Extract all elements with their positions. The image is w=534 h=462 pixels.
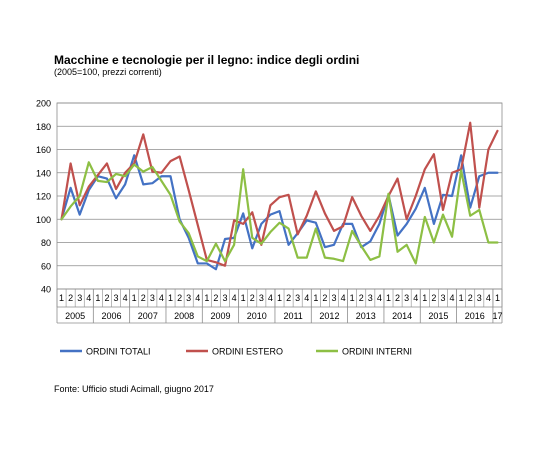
- year-label: 2010: [247, 311, 267, 321]
- y-tick-label: 160: [36, 145, 51, 155]
- series-line: [60, 154, 499, 271]
- quarter-label: 4: [159, 293, 164, 303]
- year-label: 2013: [356, 311, 376, 321]
- quarter-label: 3: [77, 293, 82, 303]
- quarter-label: 2: [68, 293, 73, 303]
- quarter-label: 3: [331, 293, 336, 303]
- quarter-label: 2: [468, 293, 473, 303]
- quarter-label: 1: [422, 293, 427, 303]
- legend-label: ORDINI INTERNI: [342, 347, 412, 357]
- quarter-label: 1: [459, 293, 464, 303]
- chart-title: Macchine e tecnologie per il legno: indi…: [54, 53, 360, 67]
- quarter-label: 4: [413, 293, 418, 303]
- year-label: 2014: [392, 311, 412, 321]
- quarter-label: 2: [250, 293, 255, 303]
- year-label: 2007: [138, 311, 158, 321]
- plot-area: [56, 102, 503, 290]
- quarter-label: 1: [95, 293, 100, 303]
- quarter-label: 4: [195, 293, 200, 303]
- quarter-label: 2: [322, 293, 327, 303]
- quarter-label: 2: [431, 293, 436, 303]
- series-line: [60, 161, 499, 265]
- quarter-label: 2: [359, 293, 364, 303]
- quarter-label: 1: [132, 293, 137, 303]
- quarter-label: 2: [141, 293, 146, 303]
- legend-label: ORDINI ESTERO: [212, 347, 283, 357]
- quarter-label: 4: [486, 293, 491, 303]
- quarter-label: 4: [341, 293, 346, 303]
- quarter-label: 2: [213, 293, 218, 303]
- y-tick-label: 100: [36, 215, 51, 225]
- quarter-label: 3: [477, 293, 482, 303]
- y-tick-label: 40: [41, 285, 51, 295]
- year-label: 2009: [210, 311, 230, 321]
- quarter-label: 3: [368, 293, 373, 303]
- year-label: 2015: [428, 311, 448, 321]
- y-tick-label: 180: [36, 122, 51, 132]
- quarter-label: 4: [377, 293, 382, 303]
- quarter-label: 4: [450, 293, 455, 303]
- quarter-label: 3: [223, 293, 228, 303]
- quarter-label: 1: [313, 293, 318, 303]
- legend-label: ORDINI TOTALI: [86, 347, 151, 357]
- year-label: 17: [492, 311, 502, 321]
- chart-source: Fonte: Ufficio studi Acimall, giugno 201…: [54, 384, 214, 394]
- quarter-label: 3: [404, 293, 409, 303]
- y-tick-label: 60: [41, 261, 51, 271]
- y-tick-label: 140: [36, 168, 51, 178]
- year-label: 2006: [101, 311, 121, 321]
- year-label: 2016: [465, 311, 485, 321]
- quarter-label: 1: [350, 293, 355, 303]
- quarter-label: 1: [277, 293, 282, 303]
- y-tick-label: 120: [36, 192, 51, 202]
- quarter-label: 2: [104, 293, 109, 303]
- quarter-label: 1: [386, 293, 391, 303]
- y-tick-label: 200: [36, 99, 51, 109]
- quarter-label: 4: [268, 293, 273, 303]
- quarter-label: 4: [123, 293, 128, 303]
- quarter-label: 1: [495, 293, 500, 303]
- series-line: [60, 121, 499, 267]
- quarter-label: 2: [177, 293, 182, 303]
- year-label: 2008: [174, 311, 194, 321]
- year-label: 2012: [319, 311, 339, 321]
- quarter-label: 4: [232, 293, 237, 303]
- quarter-label: 4: [304, 293, 309, 303]
- quarter-label: 1: [204, 293, 209, 303]
- quarter-label: 4: [86, 293, 91, 303]
- year-label: 2005: [65, 311, 85, 321]
- quarter-label: 3: [440, 293, 445, 303]
- chart-subtitle: (2005=100, prezzi correnti): [54, 67, 162, 77]
- quarter-label: 3: [150, 293, 155, 303]
- quarter-label: 2: [395, 293, 400, 303]
- quarter-label: 3: [186, 293, 191, 303]
- year-label: 2011: [283, 311, 302, 321]
- quarter-label: 2: [286, 293, 291, 303]
- y-tick-label: 80: [41, 238, 51, 248]
- quarter-label: 3: [114, 293, 119, 303]
- quarter-label: 3: [259, 293, 264, 303]
- quarter-label: 3: [295, 293, 300, 303]
- quarter-label: 1: [59, 293, 64, 303]
- quarter-label: 1: [168, 293, 173, 303]
- quarter-label: 1: [241, 293, 246, 303]
